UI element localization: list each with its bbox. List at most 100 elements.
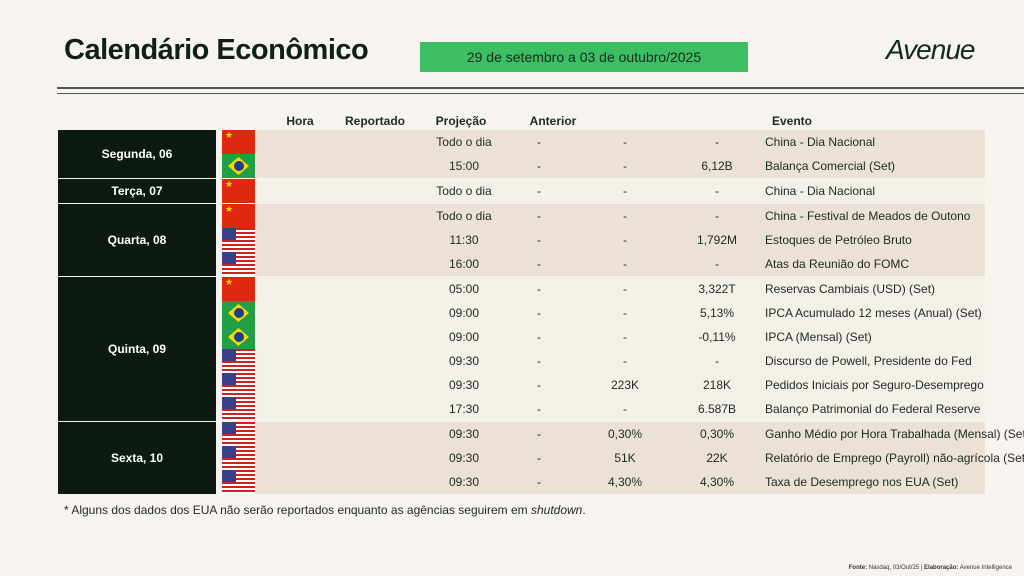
hora-cell: 09:00 — [448, 306, 480, 320]
divider — [57, 93, 1024, 94]
table-row: 09:30 - 0,30% 0,30% Ganho Médio por Hora Tra… — [222, 422, 1024, 446]
divider — [57, 87, 1024, 89]
evento-cell: Balanço Patrimonial do Federal Reserve — [765, 402, 981, 416]
table-row: 05:00 - - 3,322T Reservas Cambiais (USD) (Se… — [222, 277, 985, 301]
hora-cell: Todo o dia — [436, 184, 492, 198]
reportado-cell: - — [537, 475, 541, 489]
projecao-cell: - — [623, 159, 627, 173]
evento-cell: Balança Comercial (Set) — [765, 159, 896, 173]
table-row: 09:30 - - - Discurso de Powell, Presidente d… — [222, 349, 985, 373]
table-row: Todo o dia - - - China - Dia Nacional — [222, 130, 985, 154]
col-header-evento: Evento — [771, 114, 813, 128]
anterior-cell: 3,322T — [698, 282, 736, 296]
table-row: 09:30 - 51K 22K Relatório de Emprego (Payrol… — [222, 446, 1024, 470]
anterior-cell: 6,12B — [701, 159, 733, 173]
elaboration-text: Avenue Intelligence — [958, 565, 1012, 571]
projecao-cell: 223K — [610, 378, 640, 392]
reportado-cell: - — [537, 257, 541, 271]
brazil-flag-icon — [222, 325, 255, 349]
evento-cell: Reservas Cambiais (USD) (Set) — [765, 282, 936, 296]
projecao-cell: 0,30% — [607, 427, 643, 441]
hora-cell: 09:30 — [448, 378, 480, 392]
anterior-cell: - — [715, 257, 719, 271]
source-text: Nasdaq, 03/Out/25 | — [867, 565, 925, 571]
evento-cell: Ganho Médio por Hora Trabalhada (Mensal)… — [765, 427, 1024, 441]
evento-cell: Discurso de Powell, Presidente do Fed — [765, 354, 972, 368]
reportado-cell: - — [537, 378, 541, 392]
anterior-cell: 218K — [702, 378, 732, 392]
reportado-cell: - — [537, 209, 541, 223]
day-group: Segunda, 06 Todo o dia - - - China - Dia Naci… — [58, 130, 985, 179]
usa-flag-icon — [222, 252, 255, 276]
hora-cell: Todo o dia — [436, 135, 492, 149]
col-header-projecao: Projeção — [435, 114, 487, 128]
hora-cell: 17:30 — [448, 402, 480, 416]
china-flag-icon — [222, 277, 255, 301]
reportado-cell: - — [537, 427, 541, 441]
brazil-flag-icon — [222, 154, 255, 178]
reportado-cell: - — [537, 135, 541, 149]
china-flag-icon — [222, 130, 255, 154]
projecao-cell: - — [623, 402, 627, 416]
anterior-cell: 0,30% — [699, 427, 735, 441]
projecao-cell: - — [623, 306, 627, 320]
date-range-badge: 29 de setembro a 03 de outubro/2025 — [420, 42, 748, 72]
projecao-cell: 51K — [614, 451, 636, 465]
anterior-cell: -0,11% — [698, 330, 736, 344]
day-label: Quinta, 09 — [58, 277, 222, 421]
usa-flag-icon — [222, 470, 255, 494]
footnote-suffix: . — [582, 503, 586, 517]
day-label: Terça, 07 — [58, 179, 222, 203]
projecao-cell: - — [623, 330, 627, 344]
hora-cell: 16:00 — [448, 257, 480, 271]
source-label: Fonte: — [848, 565, 868, 571]
usa-flag-icon — [222, 446, 255, 470]
elaboration-label: Elaboração: — [924, 565, 959, 571]
projecao-cell: 4,30% — [607, 475, 643, 489]
evento-cell: China - Dia Nacional — [765, 184, 876, 198]
day-group: Terça, 07 Todo o dia - - - China - Dia Nacion… — [58, 179, 985, 204]
anterior-cell: 5,13% — [699, 306, 735, 320]
evento-cell: China - Festival de Meados de Outono — [765, 209, 971, 223]
avenue-logo: Avenue — [886, 34, 975, 65]
usa-flag-icon — [222, 228, 255, 252]
projecao-cell: - — [623, 184, 627, 198]
projecao-cell: - — [623, 282, 627, 296]
reportado-cell: - — [537, 184, 541, 198]
table-row: 09:30 - 223K 218K Pedidos Iniciais por Segur… — [222, 373, 985, 397]
source-note: Fonte: Nasdaq, 03/Out/25 | Elaboração: A… — [849, 565, 1012, 571]
anterior-cell: 6.587B — [697, 402, 737, 416]
hora-cell: 09:30 — [448, 427, 480, 441]
reportado-cell: - — [537, 282, 541, 296]
usa-flag-icon — [222, 349, 255, 373]
day-label: Quarta, 08 — [58, 204, 222, 276]
anterior-cell: - — [715, 184, 719, 198]
anterior-cell: - — [715, 135, 719, 149]
reportado-cell: - — [537, 306, 541, 320]
day-group: Quarta, 08 Todo o dia - - - China - Festival … — [58, 204, 985, 277]
day-label: Sexta, 10 — [58, 422, 222, 494]
footnote: * Alguns dos dados dos EUA não serão rep… — [64, 503, 586, 517]
usa-flag-icon — [222, 397, 255, 421]
hora-cell: Todo o dia — [436, 209, 492, 223]
reportado-cell: - — [537, 451, 541, 465]
reportado-cell: - — [537, 354, 541, 368]
col-header-anterior: Anterior — [529, 114, 577, 128]
reportado-cell: - — [537, 233, 541, 247]
evento-cell: Pedidos Iniciais por Seguro-Desemprego — [765, 378, 984, 392]
projecao-cell: - — [623, 257, 627, 271]
day-group: Quinta, 09 05:00 - - 3,322T Reservas Cambiais… — [58, 277, 985, 422]
hora-cell: 11:30 — [449, 233, 479, 247]
projecao-cell: - — [623, 354, 627, 368]
hora-cell: 09:30 — [448, 475, 480, 489]
anterior-cell: 4,30% — [699, 475, 735, 489]
anterior-cell: - — [715, 209, 719, 223]
evento-cell: Estoques de Petróleo Bruto — [765, 233, 912, 247]
table-row: 17:30 - - 6.587B Balanço Patrimonial do Fede… — [222, 397, 985, 421]
col-header-reportado: Reportado — [345, 114, 405, 128]
footnote-italic: shutdown — [530, 503, 583, 517]
page-title: Calendário Econômico — [64, 34, 369, 66]
china-flag-icon — [222, 204, 255, 228]
brazil-flag-icon — [222, 301, 255, 325]
col-header-hora: Hora — [286, 114, 314, 128]
